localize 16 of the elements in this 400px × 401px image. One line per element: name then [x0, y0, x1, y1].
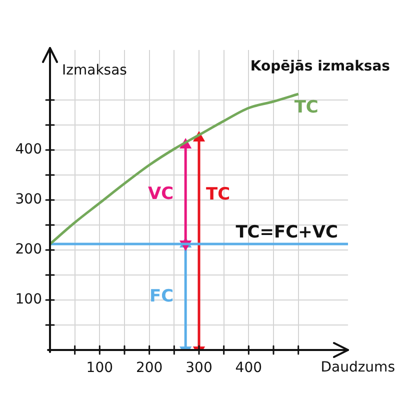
series-label: FC	[149, 286, 174, 306]
series-label: VC	[148, 184, 174, 204]
x-tick-label: 100	[86, 360, 114, 376]
series-label: TC=FC+VC	[236, 222, 338, 242]
y-tick-label: 300	[15, 192, 42, 208]
x-tick-label: 200	[136, 360, 163, 376]
y-tick-label: 400	[15, 142, 42, 158]
y-axis-title: Izmaksas	[62, 62, 127, 79]
text: Kopējās izmaksas	[250, 58, 390, 75]
x-axis-title: Daudzums	[320, 360, 395, 376]
x-tick-label: 300	[186, 360, 212, 376]
y-tick-label: 100	[15, 292, 42, 308]
y-tick-label: 200	[15, 242, 42, 258]
series-label: TC	[206, 184, 230, 205]
series-label: TC	[294, 97, 318, 118]
x-tick-label: 400	[235, 360, 262, 376]
